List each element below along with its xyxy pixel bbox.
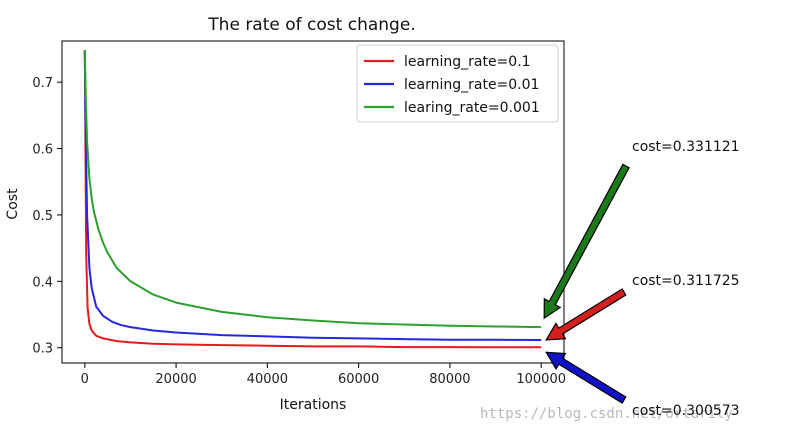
legend: learning_rate=0.1 learning_rate=0.01 lea…: [356, 44, 559, 123]
legend-label-lr-0.001: learing_rate=0.001: [404, 100, 540, 116]
chart-title: The rate of cost change.: [207, 15, 415, 35]
watermark: https://blog.csdn.net/ortarily: [480, 406, 733, 422]
y-tick-label-4: 0.7: [32, 76, 53, 91]
series-line-0: [83, 50, 542, 349]
annotation-cost-green: cost=0.331121: [632, 139, 740, 155]
arrow-blue-icon: [545, 351, 627, 404]
legend-label-lr-0.1: learning_rate=0.1: [404, 54, 531, 70]
annotation-cost-red: cost=0.311725: [632, 273, 740, 289]
x-tick-label-1: 20000: [155, 372, 196, 387]
annotation-arrows: [543, 163, 630, 404]
x-tick-label-4: 80000: [429, 372, 470, 387]
x-axis-label: Iterations: [280, 397, 347, 413]
y-tick-label-0: 0.3: [32, 342, 53, 357]
plot-area: 0 20000 40000 60000 80000 100000 0.3 0.4 0.5 0.6 0…: [32, 40, 566, 387]
series-line-2: [83, 50, 542, 329]
x-tick-label-2: 40000: [247, 372, 288, 387]
y-tick-label-3: 0.6: [32, 143, 53, 158]
arrow-red-icon: [545, 288, 627, 341]
arrow-green-icon: [543, 163, 630, 320]
y-axis-label: Cost: [5, 188, 21, 220]
x-tick-label-3: 60000: [338, 372, 379, 387]
chart-title-group: The rate of cost change.: [207, 15, 415, 35]
x-tick-label-0: 0: [81, 372, 89, 387]
y-tick-label-2: 0.5: [32, 209, 53, 224]
plot-frame: [61, 40, 565, 364]
series-line-1: [83, 50, 542, 341]
annotation-cost-blue: cost=0.300573: [632, 403, 740, 419]
y-tick-label-1: 0.4: [32, 275, 53, 290]
legend-label-lr-0.01: learning_rate=0.01: [404, 77, 539, 93]
legend-box: [356, 44, 559, 123]
x-tick-label-5: 100000: [516, 372, 566, 387]
